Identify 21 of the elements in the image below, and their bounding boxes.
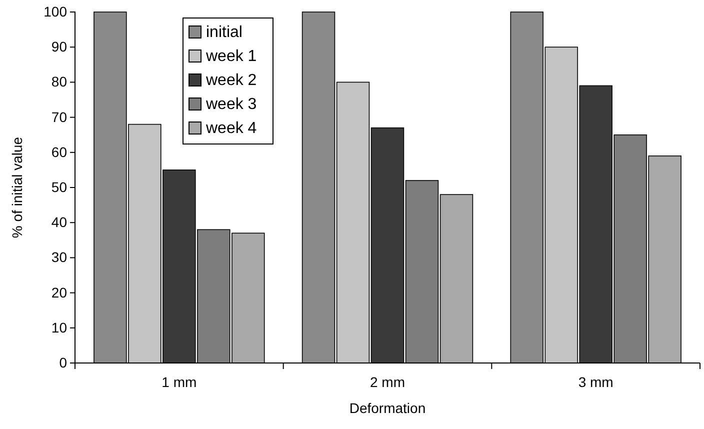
y-tick-label: 60 [51, 144, 68, 160]
legend-label: week 3 [205, 96, 257, 113]
y-tick-label: 20 [51, 284, 68, 300]
x-axis-title: Deformation [349, 400, 426, 416]
legend-label: initial [206, 24, 242, 41]
x-tick-label: 3 mm [578, 374, 614, 390]
legend-label: week 4 [205, 120, 257, 137]
y-tick-label: 100 [44, 3, 68, 20]
y-tick-label: 50 [51, 178, 68, 195]
y-axis-title: % of initial value [9, 136, 25, 238]
y-tick-label: 80 [51, 74, 68, 90]
legend-label: week 1 [205, 48, 257, 65]
y-tick-label: 70 [51, 108, 68, 125]
y-tick-label: 10 [51, 319, 68, 336]
y-tick-label: 90 [51, 38, 68, 55]
y-tick-label: 0 [59, 354, 68, 370]
y-tick-label: 30 [51, 249, 68, 266]
x-tick-label: 2 mm [370, 374, 405, 390]
y-tick-label: 40 [51, 214, 68, 230]
x-tick-label: 1 mm [162, 374, 197, 390]
legend-label: week 2 [205, 72, 257, 89]
